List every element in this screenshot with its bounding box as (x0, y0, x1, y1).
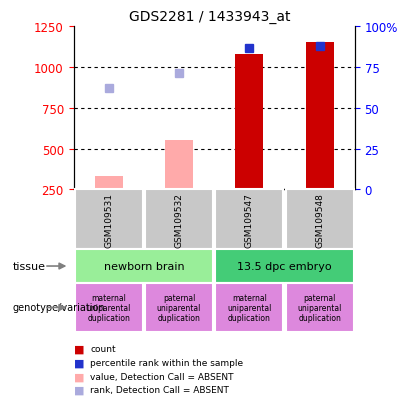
Bar (94, 176, 123, 190)
Text: ■: ■ (74, 344, 84, 354)
Text: GSM109532: GSM109532 (175, 192, 184, 247)
Text: GSM109547: GSM109547 (245, 192, 254, 247)
Text: value, Detection Call = ABSENT: value, Detection Call = ABSENT (90, 372, 234, 381)
Bar (235, 55, 263, 190)
Text: GSM109531: GSM109531 (104, 192, 113, 247)
Text: rank, Detection Call = ABSENT: rank, Detection Call = ABSENT (90, 385, 229, 394)
Bar (165, 141, 193, 190)
Text: ■: ■ (74, 385, 84, 395)
Text: paternal
uniparental
duplication: paternal uniparental duplication (157, 293, 201, 323)
Text: GSM109548: GSM109548 (315, 192, 324, 247)
Text: tissue: tissue (13, 261, 46, 271)
Text: newborn brain: newborn brain (104, 261, 184, 271)
Text: count: count (90, 344, 116, 354)
Text: ■: ■ (74, 371, 84, 381)
Text: genotype/variation: genotype/variation (13, 303, 105, 313)
Text: GDS2281 / 1433943_at: GDS2281 / 1433943_at (129, 10, 291, 24)
Text: ■: ■ (74, 358, 84, 368)
Text: percentile rank within the sample: percentile rank within the sample (90, 358, 244, 367)
Bar (306, 43, 334, 190)
Text: paternal
uniparental
duplication: paternal uniparental duplication (297, 293, 342, 323)
Text: 13.5 dpc embryo: 13.5 dpc embryo (237, 261, 332, 271)
Text: maternal
uniparental
duplication: maternal uniparental duplication (227, 293, 272, 323)
Text: maternal
uniparental
duplication: maternal uniparental duplication (87, 293, 131, 323)
